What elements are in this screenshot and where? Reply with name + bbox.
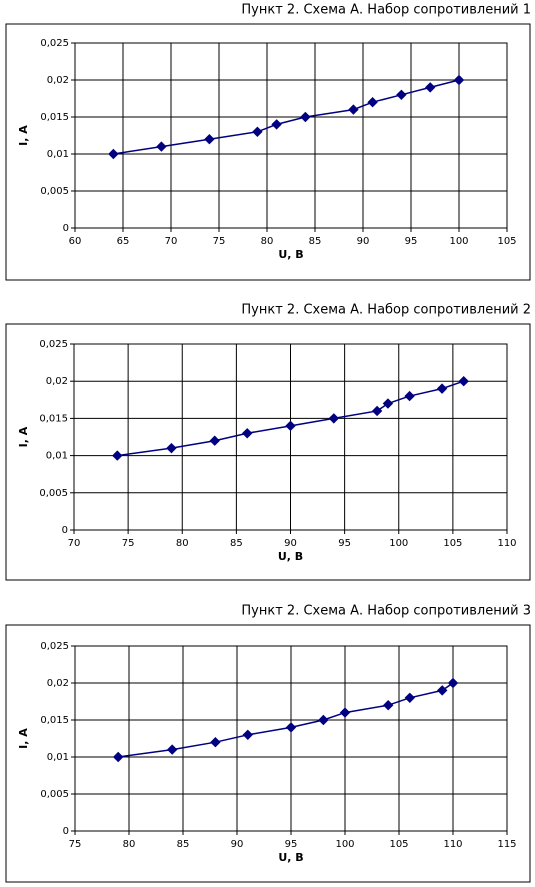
plot-area — [73, 343, 508, 531]
data-point — [458, 375, 469, 387]
x-tick-label: 65 — [117, 236, 130, 247]
y-tick-label: 0,005 — [40, 186, 69, 197]
x-tick-label: 80 — [123, 839, 136, 850]
x-axis-label: U, В — [278, 851, 303, 864]
data-point — [300, 111, 311, 123]
y-tick-label: 0 — [63, 223, 69, 234]
data-point — [112, 751, 124, 763]
y-tick-label: 0,025 — [40, 641, 69, 652]
data-point — [242, 729, 254, 741]
y-tick-label: 0 — [62, 525, 68, 536]
data-point — [371, 405, 383, 417]
y-tick-label: 0,01 — [46, 451, 68, 462]
data-point — [328, 413, 340, 424]
x-tick-label: 75 — [213, 236, 226, 247]
data-point — [241, 428, 253, 439]
data-point — [447, 677, 459, 689]
chart-frame — [5, 23, 531, 281]
x-tick-label: 75 — [122, 538, 135, 549]
data-point — [252, 126, 263, 138]
data-point — [436, 383, 448, 394]
y-axis-label: I, A — [17, 426, 30, 447]
data-point — [348, 104, 359, 115]
y-tick-label: 0,02 — [47, 678, 69, 689]
x-tick-label: 85 — [309, 236, 322, 247]
x-tick-label: 85 — [230, 538, 243, 549]
data-point — [382, 699, 394, 711]
data-point — [453, 74, 465, 86]
data-point — [166, 744, 178, 755]
data-point — [318, 714, 329, 726]
data-point — [339, 707, 351, 718]
x-tick-label: 70 — [165, 236, 178, 247]
data-point — [285, 420, 296, 432]
y-tick-label: 0,01 — [47, 752, 69, 763]
y-tick-label: 0,025 — [40, 38, 69, 49]
x-tick-label: 105 — [443, 538, 462, 549]
x-tick-label: 100 — [335, 839, 354, 850]
x-tick-label: 110 — [443, 839, 462, 850]
y-tick-label: 0,02 — [46, 376, 68, 387]
chart-title: Пункт 2. Схема А. Набор сопротивлений 1 — [241, 3, 531, 18]
chart-frame — [5, 323, 531, 581]
plot-area — [74, 645, 508, 832]
chart-title: Пункт 2. Схема А. Набор сопротивлений 2 — [241, 303, 531, 318]
data-point — [436, 685, 448, 696]
x-tick-label: 95 — [285, 839, 298, 850]
data-point — [156, 141, 167, 152]
y-tick-label: 0,015 — [40, 112, 69, 123]
x-tick-label: 70 — [68, 538, 81, 549]
data-point — [382, 398, 394, 409]
y-tick-label: 0,005 — [40, 789, 69, 800]
data-point — [112, 450, 123, 461]
y-tick-label: 0,005 — [39, 488, 68, 499]
data-point — [210, 736, 221, 748]
y-tick-label: 0,025 — [39, 339, 68, 350]
data-point — [367, 96, 378, 108]
y-tick-label: 0 — [63, 826, 69, 837]
x-tick-label: 100 — [389, 538, 408, 549]
x-tick-label: 100 — [449, 236, 468, 247]
x-tick-label: 85 — [177, 839, 190, 850]
x-tick-label: 105 — [389, 839, 408, 850]
data-point — [166, 442, 177, 454]
data-point — [271, 119, 282, 130]
x-tick-label: 75 — [69, 839, 82, 850]
y-tick-label: 0,015 — [39, 413, 68, 424]
x-tick-label: 115 — [497, 839, 516, 850]
data-point — [396, 89, 407, 101]
data-point — [424, 82, 436, 93]
data-point — [404, 390, 415, 402]
x-tick-label: 90 — [231, 839, 244, 850]
x-tick-label: 90 — [284, 538, 297, 549]
x-tick-label: 95 — [338, 538, 351, 549]
x-tick-label: 80 — [176, 538, 189, 549]
x-tick-label: 105 — [497, 236, 516, 247]
x-tick-label: 110 — [497, 538, 516, 549]
chart-frame — [5, 624, 531, 883]
data-point — [285, 722, 297, 733]
y-tick-label: 0,01 — [47, 149, 69, 160]
y-axis-label: I, A — [17, 125, 30, 146]
x-axis-label: U, В — [278, 550, 303, 563]
x-tick-label: 90 — [357, 236, 370, 247]
data-point — [404, 692, 416, 704]
data-point — [209, 435, 220, 446]
y-tick-label: 0,015 — [40, 715, 69, 726]
y-axis-label: I, A — [17, 728, 30, 749]
chart-title: Пункт 2. Схема А. Набор сопротивлений 3 — [241, 604, 531, 619]
x-axis-label: U, В — [278, 248, 303, 261]
x-tick-label: 95 — [405, 236, 418, 247]
data-point — [108, 148, 119, 160]
x-tick-label: 80 — [261, 236, 274, 247]
plot-area — [74, 42, 508, 229]
y-tick-label: 0,02 — [47, 75, 69, 86]
data-point — [204, 133, 215, 145]
x-tick-label: 60 — [69, 236, 82, 247]
